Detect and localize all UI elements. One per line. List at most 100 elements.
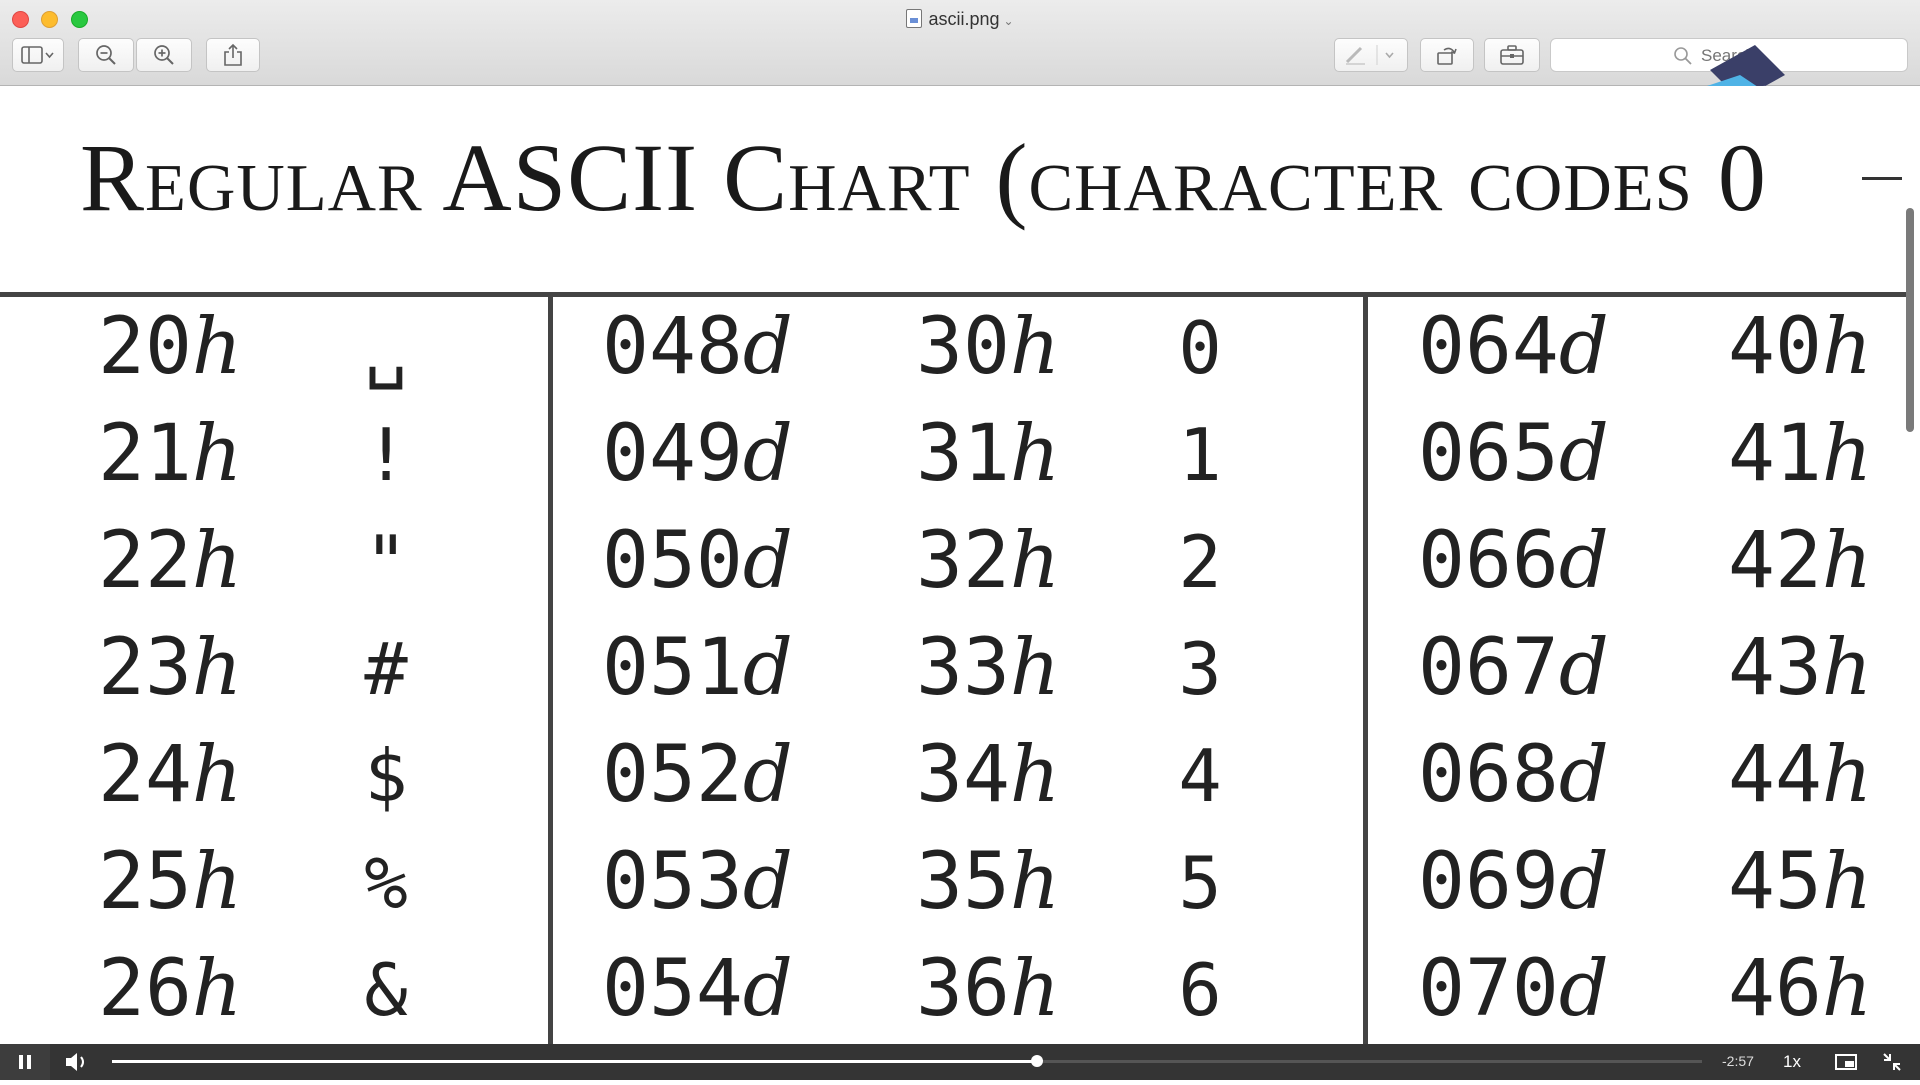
decimal-suffix: d — [742, 302, 793, 392]
hex-suffix: h — [1821, 302, 1873, 392]
pause-icon — [19, 1055, 31, 1069]
title-dash — [1862, 177, 1902, 180]
hex-code: 22 — [98, 516, 192, 606]
hex-suffix: h — [1009, 730, 1061, 820]
hex-code-cell: 25h — [98, 843, 242, 921]
decimal-suffix: d — [742, 837, 793, 927]
hex-code: 43 — [1728, 623, 1822, 713]
decimal-code: 049 — [602, 409, 743, 499]
video-control-bar: -2:57 1x — [0, 1044, 1920, 1080]
character-cell: 5 — [1178, 841, 1222, 925]
share-button[interactable] — [206, 38, 260, 72]
decimal-code-cell: 069d — [1418, 843, 1609, 921]
hex-code: 40 — [1728, 302, 1822, 392]
hex-code: 45 — [1728, 837, 1822, 927]
picture-in-picture-button[interactable] — [1830, 1044, 1862, 1080]
rotate-icon — [1437, 47, 1457, 65]
close-window-button[interactable] — [12, 11, 29, 28]
hex-suffix: h — [1821, 623, 1873, 713]
hex-suffix: h — [191, 409, 243, 499]
hex-suffix: h — [1821, 837, 1873, 927]
decimal-code: 066 — [1418, 516, 1559, 606]
hex-suffix: h — [191, 516, 243, 606]
decimal-code: 069 — [1418, 837, 1559, 927]
chevron-down-icon[interactable]: ⌄ — [1003, 14, 1014, 28]
document-view[interactable]: Regular ASCII Chart (character codes 0 2… — [0, 86, 1920, 1044]
time-remaining: -2:57 — [1722, 1053, 1754, 1069]
hex-suffix: h — [191, 944, 243, 1034]
hex-code: 26 — [98, 944, 192, 1034]
hex-code-cell: 31h — [916, 415, 1060, 493]
decimal-suffix: d — [742, 623, 793, 713]
column-divider — [548, 294, 553, 1044]
hex-code-cell: 24h — [98, 736, 242, 814]
sidebar-toggle-button[interactable] — [12, 38, 64, 72]
volume-icon — [66, 1053, 84, 1071]
zoom-in-button[interactable] — [136, 38, 192, 72]
decimal-code: 064 — [1418, 302, 1559, 392]
decimal-code: 053 — [602, 837, 743, 927]
hex-code-cell: 41h — [1728, 415, 1872, 493]
minimize-window-button[interactable] — [41, 11, 58, 28]
decimal-code: 070 — [1418, 944, 1559, 1034]
character-cell: 6 — [1178, 948, 1222, 1032]
window-titlebar: ascii.png ⌄ — [0, 0, 1920, 86]
hex-code-cell: 43h — [1728, 629, 1872, 707]
pause-button[interactable] — [0, 1044, 50, 1080]
hex-code: 44 — [1728, 730, 1822, 820]
volume-button[interactable] — [60, 1044, 94, 1080]
window-title[interactable]: ascii.png ⌄ — [0, 9, 1920, 30]
zoom-in-icon — [154, 45, 174, 65]
character-cell: 0 — [1178, 306, 1222, 390]
rotate-button[interactable] — [1420, 38, 1474, 72]
toolbox-button[interactable] — [1484, 38, 1540, 72]
character-cell: ␣ — [364, 306, 408, 390]
character-cell: % — [364, 841, 408, 925]
character-cell: 1 — [1178, 413, 1222, 497]
character-cell: " — [364, 520, 408, 604]
decimal-code-cell: 070d — [1418, 950, 1609, 1028]
decimal-code-cell: 064d — [1418, 308, 1609, 386]
hex-code-cell: 44h — [1728, 736, 1872, 814]
exit-fullscreen-button[interactable] — [1876, 1044, 1908, 1080]
decimal-code-cell: 052d — [602, 736, 793, 814]
zoom-out-button[interactable] — [78, 38, 134, 72]
hex-code-cell: 34h — [916, 736, 1060, 814]
hex-code: 30 — [916, 302, 1010, 392]
decimal-code: 050 — [602, 516, 743, 606]
hex-suffix: h — [191, 623, 243, 713]
hex-code-cell: 23h — [98, 629, 242, 707]
progress-thumb[interactable] — [1031, 1055, 1044, 1067]
header-rule — [0, 292, 1910, 297]
decimal-code-cell: 053d — [602, 843, 793, 921]
pen-icon — [1345, 45, 1394, 65]
decimal-suffix: d — [742, 409, 793, 499]
hex-code-cell: 46h — [1728, 950, 1872, 1028]
character-cell: & — [364, 948, 408, 1032]
decimal-code: 065 — [1418, 409, 1559, 499]
hex-code-cell: 26h — [98, 950, 242, 1028]
hex-code: 20 — [98, 302, 192, 392]
maximize-window-button[interactable] — [71, 11, 88, 28]
character-cell: 3 — [1178, 627, 1222, 711]
decimal-suffix: d — [1558, 409, 1609, 499]
hex-suffix: h — [1009, 837, 1061, 927]
decimal-suffix: d — [742, 516, 793, 606]
playback-speed-button[interactable]: 1x — [1783, 1052, 1801, 1071]
vertical-scrollbar[interactable] — [1906, 208, 1914, 432]
hex-code-cell: 33h — [916, 629, 1060, 707]
chart-title: Regular ASCII Chart (character codes 0 — [80, 124, 1767, 231]
decimal-suffix: d — [742, 730, 793, 820]
decimal-code-cell: 051d — [602, 629, 793, 707]
hex-code-cell: 32h — [916, 522, 1060, 600]
hex-code: 46 — [1728, 944, 1822, 1034]
hex-code: 34 — [916, 730, 1010, 820]
markup-button[interactable] — [1334, 38, 1408, 72]
progress-bar[interactable] — [112, 1055, 1702, 1067]
progress-fill — [112, 1060, 1038, 1063]
decimal-code: 052 — [602, 730, 743, 820]
hex-code: 36 — [916, 944, 1010, 1034]
search-icon — [1674, 47, 1692, 65]
decimal-code: 067 — [1418, 623, 1559, 713]
hex-suffix: h — [191, 302, 243, 392]
